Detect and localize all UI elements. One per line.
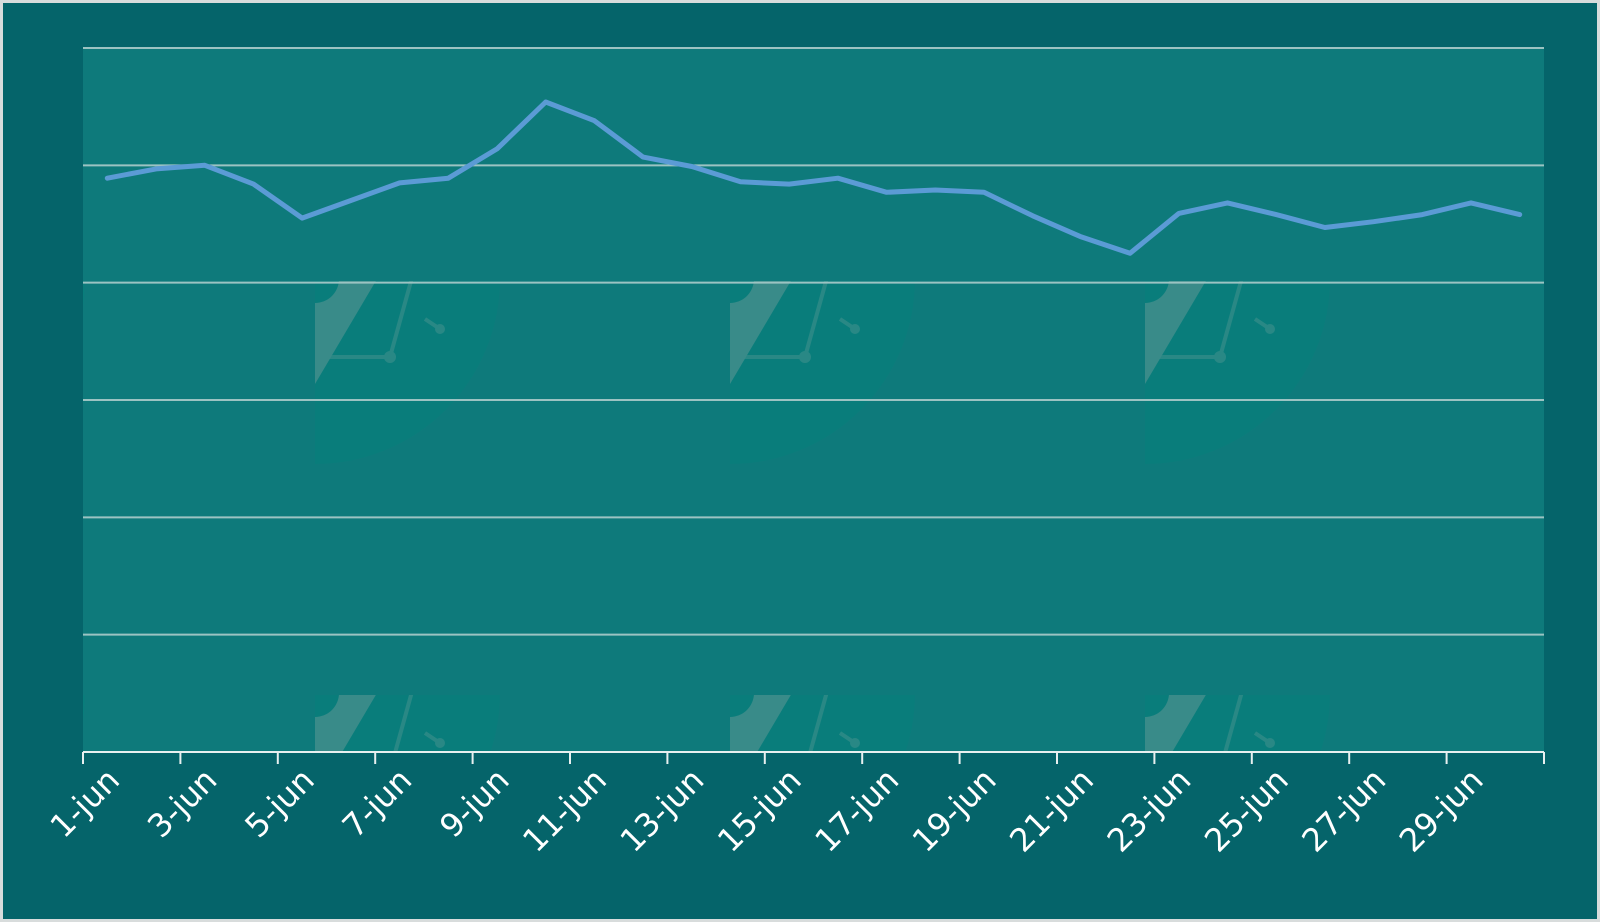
x-axis: [82, 751, 1545, 764]
x-tick-label: 3-jun: [140, 761, 224, 845]
series-line: [104, 99, 1523, 256]
x-tick-label: 23-jun: [1100, 761, 1199, 860]
gridlines: [83, 47, 1544, 636]
x-tick-label: 25-jun: [1197, 761, 1296, 860]
x-tick-label: 13-jun: [613, 761, 712, 860]
x-tick-label: 19-jun: [905, 761, 1004, 860]
x-tick-label: 15-jun: [710, 761, 809, 860]
series-group: [104, 99, 1523, 256]
x-tick-label: 5-jun: [237, 761, 321, 845]
x-tick-label: 21-jun: [1002, 761, 1101, 860]
x-tick-label: 11-jun: [515, 761, 614, 860]
x-tick-label: 17-jun: [807, 761, 906, 860]
x-tick-label: 29-jun: [1392, 761, 1491, 860]
x-tick-label: 27-jun: [1294, 761, 1393, 860]
x-tick-label: 1-jun: [43, 761, 127, 845]
x-tick-label: 9-jun: [432, 761, 516, 845]
x-tick-label: 7-jun: [335, 761, 419, 845]
x-tick-labels: 1-jun 3-jun 5-jun 7-jun 9-jun11-jun13-jun15-…: [43, 761, 1491, 860]
